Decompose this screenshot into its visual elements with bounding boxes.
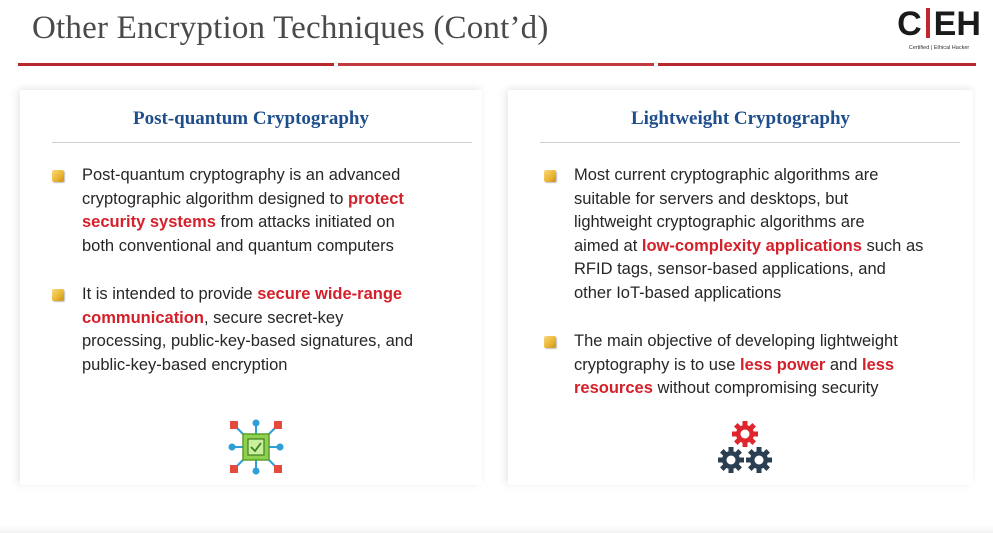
panel-divider bbox=[52, 142, 472, 143]
bullet-line: Post-quantum cryptography is an advanced bbox=[82, 164, 472, 188]
bullet-text: aimed at bbox=[574, 236, 642, 255]
bullet-text: Post-quantum cryptography is an advanced bbox=[82, 166, 401, 184]
bullet-text: such as bbox=[861, 236, 924, 255]
bullet-text: other IoT-based applications bbox=[574, 283, 782, 302]
bullet-item: Post-quantum cryptography is an advanced… bbox=[52, 164, 472, 259]
bullet-text: , secure secret-key bbox=[203, 308, 344, 327]
bullet-line: resources without compromising security bbox=[574, 377, 964, 401]
bullet-item: It is intended to provide secure wide-ra… bbox=[52, 283, 472, 378]
panel-post-quantum: Post-quantum Cryptography Post-quantum c… bbox=[20, 90, 482, 485]
bullet-marker-icon bbox=[544, 336, 556, 348]
bullet-text: and bbox=[825, 355, 862, 374]
bullet-line: both conventional and quantum computers bbox=[82, 235, 472, 259]
highlight-text: low-complexity applications bbox=[641, 236, 862, 255]
bullet-line: RFID tags, sensor-based applications, an… bbox=[574, 258, 964, 282]
bullet-text: It is intended to provide bbox=[82, 285, 258, 303]
highlight-text: resources bbox=[574, 379, 653, 398]
bullet-text: from attacks initiated on bbox=[215, 213, 395, 232]
highlight-text: less bbox=[862, 355, 895, 374]
panel-divider bbox=[540, 142, 960, 143]
highlight-text: protect bbox=[347, 189, 404, 208]
header-rule-3 bbox=[658, 63, 976, 66]
footer-shade bbox=[0, 526, 993, 533]
bullet-text: without compromising security bbox=[652, 379, 879, 398]
bullet-text: cryptography is to use bbox=[574, 355, 740, 374]
bullet-marker-icon bbox=[52, 170, 64, 182]
panel-title: Post-quantum Cryptography bbox=[133, 108, 369, 129]
bullet-text: suitable for servers and desktops, but bbox=[574, 189, 849, 208]
panel-lightweight: Lightweight Cryptography Most current cr… bbox=[508, 90, 973, 485]
panel-title: Lightweight Cryptography bbox=[630, 108, 851, 129]
logo-divider bbox=[925, 8, 930, 38]
bullet-item: Most current cryptographic algorithms ar… bbox=[544, 164, 964, 306]
logo-letter-c: C bbox=[897, 5, 922, 43]
bullet-text: public-key-based encryption bbox=[82, 355, 288, 374]
bullet-text: processing, public-key-based signatures,… bbox=[82, 332, 414, 351]
highlight-text: less power bbox=[740, 355, 826, 374]
ceh-logo: C EH Certified | Ethical Hacker bbox=[893, 5, 985, 57]
bullet-text: The main objective of developing lightwe… bbox=[574, 332, 898, 350]
bullet-marker-icon bbox=[544, 170, 556, 182]
bullet-line: lightweight cryptographic algorithms are bbox=[574, 211, 964, 235]
bullet-text: both conventional and quantum computers bbox=[82, 236, 394, 255]
bullet-line: communication, secure secret-key bbox=[82, 307, 472, 331]
bullet-line: security systems from attacks initiated … bbox=[82, 211, 472, 235]
slide-title: Other Encryption Techniques (Cont’d) bbox=[32, 10, 549, 46]
bullet-marker-icon bbox=[52, 289, 64, 301]
header-rule-1 bbox=[18, 63, 334, 66]
logo-letters-eh: EH bbox=[933, 5, 981, 43]
circuit-chip-icon bbox=[228, 419, 284, 475]
bullet-text: cryptographic algorithm designed to bbox=[82, 189, 348, 208]
bullet-line: processing, public-key-based signatures,… bbox=[82, 330, 472, 354]
bullet-item: The main objective of developing lightwe… bbox=[544, 330, 964, 401]
bullet-line: It is intended to provide secure wide-ra… bbox=[82, 283, 472, 307]
logo-subtitle: Certified | Ethical Hacker bbox=[908, 45, 970, 51]
highlight-text: secure wide-range bbox=[257, 285, 403, 303]
bullet-line: public-key-based encryption bbox=[82, 354, 472, 378]
bullet-text: lightweight cryptographic algorithms are bbox=[574, 213, 865, 232]
highlight-text: communication bbox=[82, 308, 204, 327]
highlight-text: security systems bbox=[82, 213, 216, 232]
bullet-text: Most current cryptographic algorithms ar… bbox=[574, 166, 879, 184]
bullet-line: The main objective of developing lightwe… bbox=[574, 330, 964, 354]
bullet-line: Most current cryptographic algorithms ar… bbox=[574, 164, 964, 188]
bullet-line: cryptography is to use less power and le… bbox=[574, 354, 964, 378]
bullet-line: other IoT-based applications bbox=[574, 282, 964, 306]
gears-icon bbox=[718, 421, 772, 473]
header-rule-2 bbox=[338, 63, 654, 66]
bullet-text: RFID tags, sensor-based applications, an… bbox=[574, 260, 886, 279]
bullet-line: aimed at low-complexity applications suc… bbox=[574, 235, 964, 259]
bullet-line: cryptographic algorithm designed to prot… bbox=[82, 188, 472, 212]
bullet-line: suitable for servers and desktops, but bbox=[574, 188, 964, 212]
